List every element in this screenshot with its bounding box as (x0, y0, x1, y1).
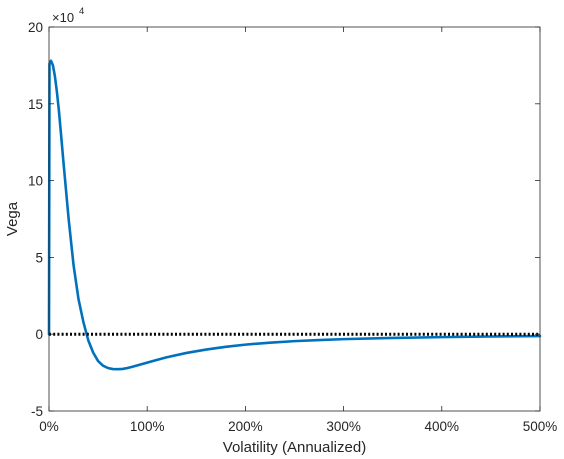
y-tick-label: 20 (28, 20, 43, 35)
vega-curve (47, 59, 542, 371)
y-tick-label: 10 (28, 174, 43, 189)
y-tick-label: 5 (35, 250, 43, 265)
y-exponent-power: 4 (79, 6, 84, 17)
y-tick-label: 15 (28, 97, 43, 112)
x-axis-label: Volatility (Annualized) (223, 439, 366, 456)
x-tick-label: 500% (523, 419, 558, 434)
y-tick-label: -5 (31, 404, 43, 419)
x-tick-label: 300% (326, 419, 361, 434)
y-tick-label: 0 (35, 327, 43, 342)
x-tick-label: 400% (425, 419, 460, 434)
y-axis-label: Vega (4, 201, 21, 236)
x-tick-label: 100% (130, 419, 165, 434)
axes-layer (48, 26, 541, 412)
plot-box (48, 26, 541, 412)
series-layer (47, 59, 542, 371)
y-exponent-base: ×10 (52, 10, 74, 25)
x-tick-label: 200% (228, 419, 263, 434)
ticks-layer: 0% 100% 200% 300% 400% 500% -5 0 5 10 15 20 (28, 20, 557, 434)
x-tick-label: 0% (39, 419, 59, 434)
